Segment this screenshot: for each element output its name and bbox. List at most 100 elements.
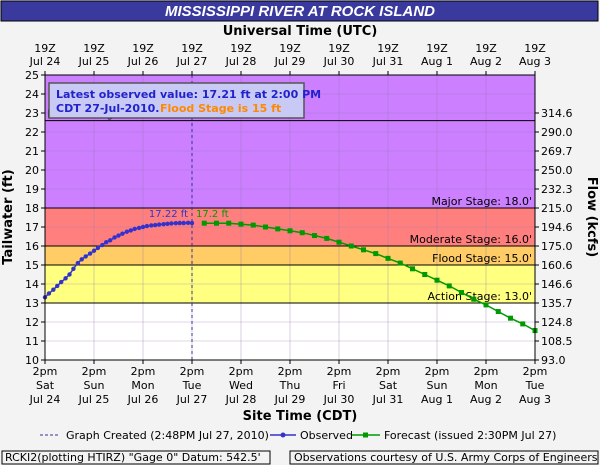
forecast-point — [434, 277, 440, 283]
footer-credit: Observations courtesy of U.S. Army Corps… — [294, 451, 598, 464]
observed-point — [185, 220, 191, 226]
top-tick-label: Jul 26 — [127, 55, 159, 68]
forecast-point — [520, 321, 526, 327]
bottom-tick-label: Mon — [131, 379, 154, 392]
top-tick-label: Jul 28 — [225, 55, 257, 68]
bottom-tick-label: Aug 2 — [470, 393, 502, 406]
bottom-tick-label: 2pm — [180, 365, 205, 378]
observed-point — [124, 229, 130, 234]
footer-left-box — [1, 450, 271, 465]
forecast-point — [397, 260, 403, 266]
right-tick-label: 108.5 — [541, 335, 573, 348]
top-tick-label: 19Z — [83, 42, 105, 55]
stage-label-4: Action Stage: 13.0' — [428, 290, 532, 303]
bottom-tick-label: 2pm — [278, 365, 303, 378]
bottom-tick-label: Fri — [332, 379, 345, 392]
forecast-point — [238, 221, 244, 227]
right-tick-label: 194.6 — [541, 221, 573, 234]
stage-label-3: Flood Stage: 15.0' — [432, 252, 532, 265]
top-tick-label: 19Z — [328, 42, 350, 55]
observed-point — [189, 220, 195, 226]
right-tick-label: 175.0 — [541, 240, 573, 253]
left-tick-label: 19 — [25, 183, 39, 196]
observed-point — [100, 242, 105, 248]
bottom-tick-label: Jul 31 — [372, 393, 404, 406]
forecast-point — [373, 251, 379, 257]
bottom-tick-label: 2pm — [82, 365, 107, 378]
bottom-tick-label: 2pm — [131, 365, 156, 378]
bottom-tick-label: Aug 1 — [421, 393, 453, 406]
forecast-point — [459, 290, 464, 296]
observed-point — [75, 260, 81, 266]
left-tick-label: 13 — [25, 297, 39, 310]
legend: Graph Created (2:48PM Jul 27, 2010) Obse… — [40, 429, 556, 442]
forecast-point — [201, 220, 207, 226]
left-tick-label: 24 — [25, 88, 39, 101]
observed-point — [116, 233, 121, 238]
top-tick-label: Jul 30 — [323, 55, 355, 68]
forecast-point — [348, 243, 354, 249]
title-banner-bg — [0, 0, 599, 22]
top-tick-label: 19Z — [34, 42, 56, 55]
stage-label-2: Moderate Stage: 16.0' — [410, 233, 532, 246]
footer-right-box — [289, 450, 599, 465]
legend-graph-created: Graph Created (2:48PM Jul 27, 2010) — [66, 429, 269, 442]
observed-point — [107, 238, 113, 243]
right-tick-label: 232.3 — [541, 183, 573, 196]
observed-point — [58, 279, 64, 285]
top-tick-label: Jul 27 — [176, 55, 208, 68]
right-tick-label: 215.0 — [541, 202, 573, 215]
legend-forecast-marker — [363, 432, 368, 438]
forecast-point — [250, 222, 256, 228]
forecast-peak-label: 17.2 ft — [196, 209, 229, 220]
forecast-point — [508, 315, 513, 321]
right-tick-label: 250.0 — [541, 164, 573, 177]
observed-point — [132, 226, 137, 232]
bottom-tick-label: Wed — [229, 379, 253, 392]
right-tick-label: 314.6 — [541, 107, 573, 120]
forecast-point — [214, 220, 219, 226]
observed-point — [161, 221, 166, 227]
bottom-tick-label: Jul 27 — [176, 393, 208, 406]
top-tick-label: 19Z — [524, 42, 546, 55]
observed-point — [169, 221, 174, 226]
top-tick-label: Jul 29 — [274, 55, 306, 68]
bottom-tick-label: Jul 29 — [274, 393, 306, 406]
observed-point — [156, 222, 162, 227]
left-tick-label: 15 — [25, 259, 39, 272]
top-tick-label: Jul 24 — [29, 55, 61, 68]
flood-stage-note: Flood Stage is 15 ft — [160, 102, 281, 115]
forecast-point — [446, 283, 452, 289]
left-tick-label: 14 — [25, 278, 39, 291]
left-tick-label: 11 — [25, 335, 39, 348]
right-tick-label: 146.6 — [541, 278, 573, 291]
top-tick-label: Jul 31 — [372, 55, 404, 68]
top-tick-label: Aug 2 — [470, 55, 502, 68]
bottom-tick-label: Sun — [84, 379, 105, 392]
top-tick-label: 19Z — [475, 42, 497, 55]
right-tick-label: 135.7 — [541, 297, 573, 310]
forecast-point — [410, 266, 415, 272]
observed-point — [153, 222, 158, 228]
left-tick-label: 12 — [25, 316, 39, 329]
bottom-tick-label: Jul 25 — [78, 393, 110, 406]
forecast-point — [361, 247, 366, 253]
forecast-point — [483, 302, 489, 308]
bottom-tick-label: Sun — [427, 379, 448, 392]
forecast-point — [299, 230, 305, 236]
observed-point — [55, 283, 60, 289]
forecast-point — [495, 309, 501, 315]
left-tick-label: 23 — [25, 107, 39, 120]
observed-point — [46, 291, 52, 296]
top-tick-label: 19Z — [181, 42, 203, 55]
bottom-tick-label: 2pm — [523, 365, 548, 378]
footer-datum: RCKI2(plotting HTIRZ) "Gage 0" Datum: 54… — [5, 451, 261, 464]
observed-point — [87, 251, 93, 256]
observed-point — [51, 287, 56, 292]
right-axis-title: Flow (kcfs) — [584, 177, 599, 257]
observed-point — [173, 221, 179, 226]
bottom-tick-label: 2pm — [33, 365, 58, 378]
bottom-tick-label: 2pm — [229, 365, 254, 378]
forecast-point — [275, 226, 281, 232]
legend-observed: Observed — [300, 429, 353, 442]
